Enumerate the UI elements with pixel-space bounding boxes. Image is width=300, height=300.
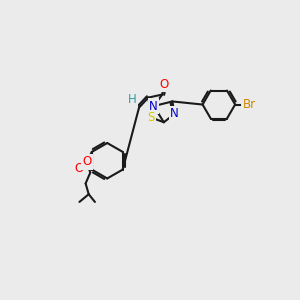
Text: O: O <box>75 162 84 175</box>
Text: S: S <box>148 111 155 124</box>
Text: Br: Br <box>242 98 256 111</box>
Text: O: O <box>159 78 169 91</box>
Text: N: N <box>170 107 179 120</box>
Text: N: N <box>149 100 158 112</box>
Text: H: H <box>128 93 136 106</box>
Text: O: O <box>82 155 92 168</box>
